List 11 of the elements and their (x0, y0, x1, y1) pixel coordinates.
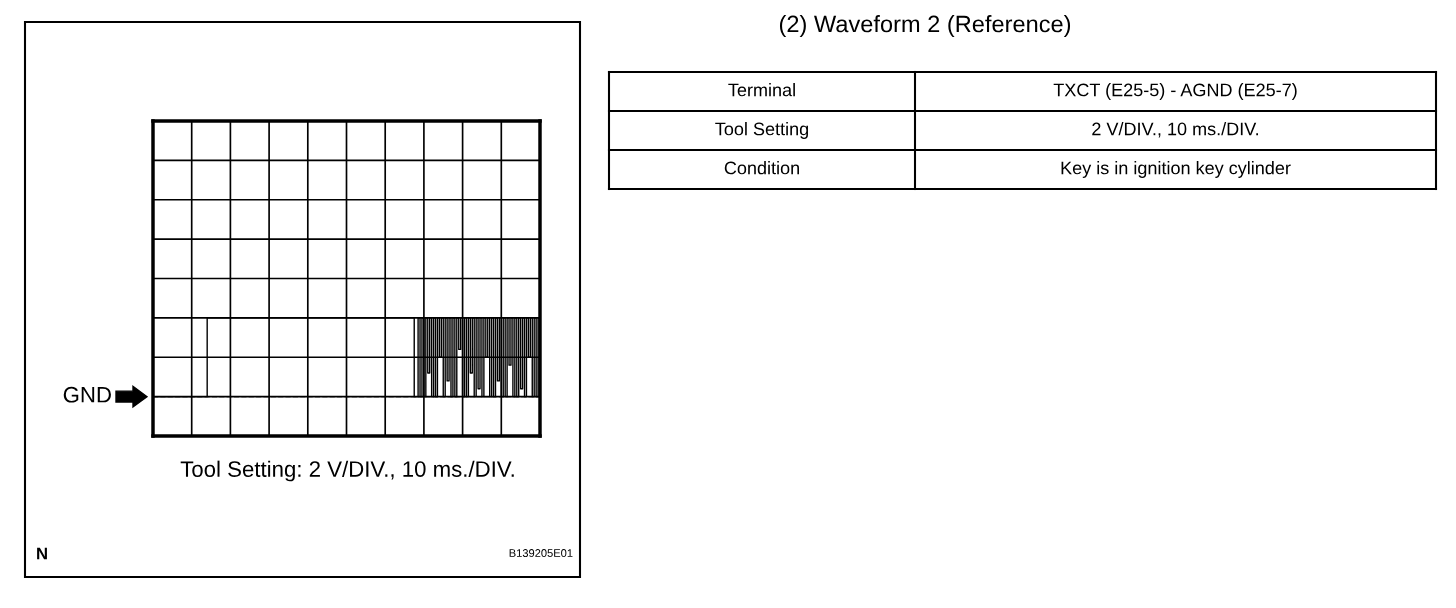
text: (2) Waveform 2 (Reference) (779, 15, 1071, 37)
text: Terminal (728, 83, 795, 97)
text: Condition (724, 161, 799, 175)
text: N (37, 547, 47, 560)
text: Tool Setting: 2 V/DIV., 10 ms./DIV. (180, 460, 514, 482)
text: Key is in ignition key cylinder (1061, 161, 1291, 178)
text: TXCT (E25-5) - AGND (E25-7) (1053, 83, 1297, 100)
text: 2 V/DIV., 10 ms./DIV. (1092, 122, 1258, 138)
text: B139205E01 (509, 549, 573, 557)
text: Tool Setting (715, 122, 809, 139)
ref-line-label: GND (63, 386, 111, 403)
